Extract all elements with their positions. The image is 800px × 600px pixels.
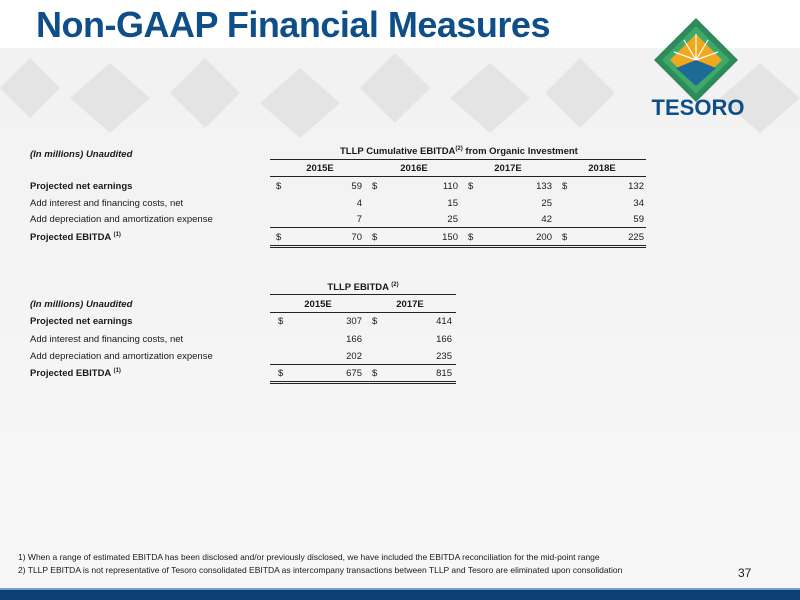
footnote: 2) TLLP EBITDA is not representative of …	[18, 565, 623, 575]
footer-bar	[0, 590, 800, 600]
table2-title-rule	[270, 294, 456, 295]
table1-row-label: Add interest and financing costs, net	[30, 198, 184, 209]
table1-cell: 133	[536, 181, 552, 192]
slide-background	[0, 48, 800, 600]
table2-col-header: 2015E	[304, 299, 332, 310]
table1-total-text: Projected EBITDA	[30, 232, 111, 244]
table1-cell: 25	[447, 214, 458, 225]
table1-row-label: Add depreciation and amortization expens…	[30, 214, 213, 225]
table2-cell: 414	[436, 316, 452, 327]
table1-cell: 7	[356, 214, 362, 225]
background-pattern	[0, 53, 800, 138]
table1-unit-label: (In millions) Unaudited	[30, 149, 133, 160]
currency-symbol: $	[278, 368, 284, 379]
table1-title-suffix: from Organic Investment	[465, 146, 578, 158]
table2-unit-label: (In millions) Unaudited	[30, 299, 133, 310]
table2-total-cell: 675	[346, 368, 362, 379]
table2-total-label: Projected EBITDA (1)	[30, 368, 121, 379]
table1-total-cell: 150	[442, 232, 458, 243]
table1-header-rule	[270, 176, 646, 177]
table2-subtotal-rule	[270, 364, 456, 365]
footer-accent-line	[0, 588, 800, 590]
table2-total-sup: (1)	[113, 368, 121, 374]
currency-symbol: $	[468, 181, 474, 192]
table1-title-text: TLLP Cumulative EBITDA	[340, 146, 456, 158]
table1-col-header: 2016E	[400, 163, 428, 174]
currency-symbol: $	[278, 316, 284, 327]
table1-row-label: Projected net earnings	[30, 181, 133, 192]
table2-cell: 235	[436, 351, 452, 362]
table1-cell: 34	[633, 198, 644, 209]
table1-cell: 15	[447, 198, 458, 209]
table2-title-sup: (2)	[391, 282, 399, 288]
table1-total-cell: 225	[628, 232, 644, 243]
table1-title-sup: (2)	[455, 146, 463, 152]
table1-col-header: 2015E	[306, 163, 334, 174]
table1-subtotal-rule	[270, 227, 646, 228]
page-title: Non-GAAP Financial Measures	[36, 4, 550, 45]
table2-col-header: 2017E	[396, 299, 424, 310]
table1-total-rule	[270, 245, 646, 246]
table1-total-cell: 200	[536, 232, 552, 243]
page-number: 37	[738, 566, 752, 580]
table1-total-sup: (1)	[113, 232, 121, 238]
logo-wordmark: TESORO	[651, 95, 745, 120]
table2-cell: 202	[346, 351, 362, 362]
table1-cell: 59	[351, 181, 362, 192]
table1-total-cell: 70	[351, 232, 362, 243]
table2-total-cell: 815	[436, 368, 452, 379]
currency-symbol: $	[372, 316, 378, 327]
table1-title: TLLP Cumulative EBITDA(2) from Organic I…	[340, 146, 578, 157]
table1-cell: 42	[541, 214, 552, 225]
currency-symbol: $	[372, 232, 378, 243]
table1-cell: 110	[442, 181, 458, 192]
table1-col-header: 2017E	[494, 163, 522, 174]
table2-title-text: TLLP EBITDA	[327, 282, 389, 294]
table2-header-rule	[270, 312, 456, 313]
currency-symbol: $	[468, 232, 474, 243]
table2-cell: 166	[346, 334, 362, 345]
footnote: 1) When a range of estimated EBITDA has …	[18, 552, 600, 562]
currency-symbol: $	[372, 181, 378, 192]
table1-total-double-rule	[270, 247, 646, 248]
table2-row-label: Add interest and financing costs, net	[30, 334, 184, 345]
currency-symbol: $	[276, 232, 282, 243]
table1-col-header: 2018E	[588, 163, 616, 174]
table2-total-double-rule	[270, 383, 456, 384]
table2-total-text: Projected EBITDA	[30, 368, 111, 380]
table1-total-label: Projected EBITDA (1)	[30, 232, 121, 243]
table1-cell: 4	[356, 198, 362, 209]
currency-symbol: $	[562, 181, 568, 192]
table1-cell: 132	[628, 181, 644, 192]
table1-cell: 25	[541, 198, 552, 209]
tesoro-logo-icon	[654, 18, 738, 102]
table1-cell: 59	[633, 214, 644, 225]
table2-total-rule	[270, 381, 456, 382]
table1-title-rule	[270, 159, 646, 160]
table2-row-label: Projected net earnings	[30, 316, 133, 327]
currency-symbol: $	[276, 181, 282, 192]
currency-symbol: $	[372, 368, 378, 379]
table2-cell: 307	[346, 316, 362, 327]
table2-cell: 166	[436, 334, 452, 345]
table2-row-label: Add depreciation and amortization expens…	[30, 351, 213, 362]
table2-title: TLLP EBITDA (2)	[270, 282, 456, 293]
currency-symbol: $	[562, 232, 568, 243]
